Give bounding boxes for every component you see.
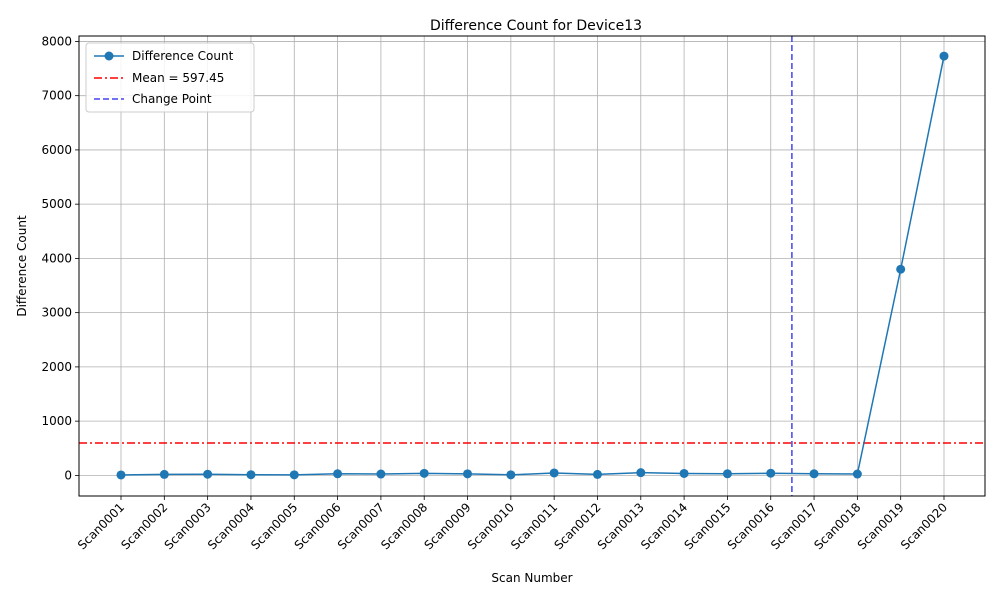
y-tick-label: 6000 [41,143,72,157]
y-tick-label: 1000 [41,414,72,428]
legend-label-change-point: Change Point [132,92,212,106]
y-axis-label: Difference Count [15,215,29,317]
y-tick-label: 7000 [41,89,72,103]
data-point [896,264,906,274]
data-point [159,469,169,479]
x-axis-label: Scan Number [491,571,572,585]
data-point [289,470,299,480]
data-point [506,470,516,480]
x-tick-label: Scan0020 [898,500,950,552]
data-point [376,469,386,479]
y-tick-label: 8000 [41,34,72,48]
y-tick-label: 4000 [41,251,72,265]
data-point [246,470,256,480]
grid [79,36,985,496]
data-point [116,470,126,480]
data-point [809,469,819,479]
y-tick-label: 0 [64,468,72,482]
data-point [852,469,862,479]
legend-box [85,42,255,113]
data-point [592,469,602,479]
data-point [419,468,429,478]
y-tick-label: 5000 [41,197,72,211]
legend: Difference Count Mean = 597.45 Change Po… [85,42,255,113]
data-point [679,468,689,478]
data-point [636,468,646,478]
data-point [549,468,559,478]
data-point [463,469,473,479]
reference-lines [79,36,985,496]
legend-label-difference-count: Difference Count [132,49,234,63]
x-axis: Scan0001Scan0002Scan0003Scan0004Scan0005… [75,496,950,552]
y-tick-label: 3000 [41,306,72,320]
data-point [722,469,732,479]
series-layer [116,51,949,480]
data-point [333,469,343,479]
series-line [120,55,945,476]
data-point [766,468,776,478]
plot-frame [78,35,986,497]
y-axis: 0 1000 2000 3000 4000 5000 6000 7000 8000 [41,34,79,482]
legend-marker-difference-count [104,51,114,61]
data-point [939,51,949,61]
legend-label-mean: Mean = 597.45 [132,71,224,85]
data-point [203,469,213,479]
chart-title: Difference Count for Device13 [430,18,642,34]
y-tick-label: 2000 [41,360,72,374]
